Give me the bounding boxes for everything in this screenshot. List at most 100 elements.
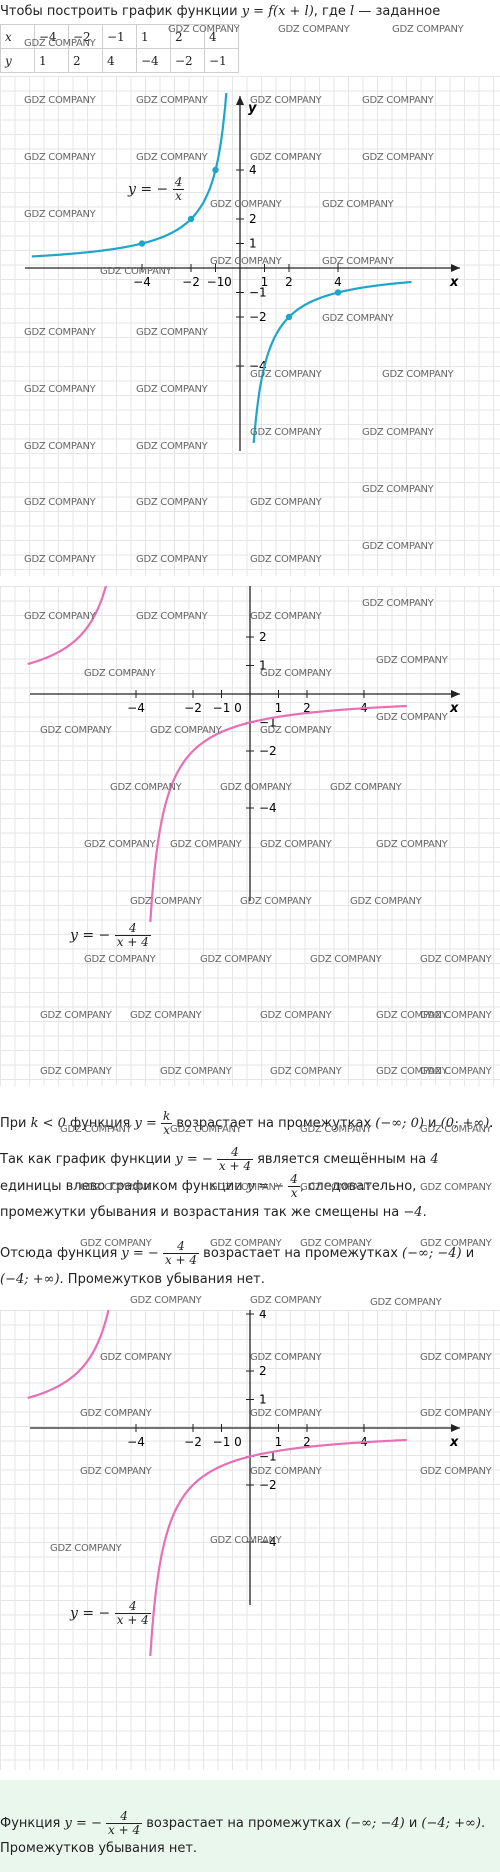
intro-text-3: — заданное — [354, 4, 441, 19]
x-tick-label: 0 — [234, 701, 242, 715]
x-tick-label: −1 — [213, 1435, 231, 1449]
y-tick-label: 4 — [259, 1310, 267, 1321]
table-cell: 4 — [102, 48, 137, 73]
y-tick-label: 2 — [259, 1364, 267, 1378]
y-tick-label: 1 — [259, 1393, 267, 1407]
table-cell: 2 — [170, 24, 205, 49]
table-cell: 1 — [34, 48, 69, 73]
watermark-text: GDZ COMPANY — [250, 1295, 322, 1306]
table-cell: −2 — [170, 48, 205, 73]
math: y = − — [175, 1152, 213, 1167]
data-point — [334, 289, 342, 296]
y-tick-label: −2 — [259, 1478, 277, 1492]
y-tick-label: 1 — [249, 237, 257, 251]
text: и — [423, 1116, 441, 1131]
table-header-x: x — [0, 24, 35, 49]
text: , следовательно, промежутки убывания и в… — [0, 1179, 417, 1220]
table-cell: −2 — [68, 24, 103, 49]
math: −4 — [403, 1205, 423, 1220]
data-point — [187, 215, 195, 223]
y-tick-label: −4 — [249, 359, 267, 373]
data-point — [212, 166, 219, 174]
text: Так как график функции — [0, 1152, 176, 1167]
math: (−∞; −4) — [345, 1816, 405, 1831]
fraction-num: 4 — [114, 922, 151, 936]
fraction-num: 4 — [288, 1172, 300, 1187]
x-tick-label: 0 — [234, 1435, 242, 1449]
y-tick-label: 2 — [259, 630, 267, 644]
y-tick-label: 1 — [259, 659, 267, 673]
text: и — [461, 1246, 475, 1261]
fraction-den: x + 4 — [108, 1823, 141, 1837]
math: (0; +∞) — [440, 1116, 490, 1131]
math: k < 0 — [30, 1116, 66, 1131]
x-tick-label: 1 — [275, 701, 283, 715]
x-axis-label: x — [449, 1435, 459, 1450]
math: (−∞; −4) — [402, 1246, 462, 1261]
table-cell: 1 — [136, 24, 171, 49]
table-cell: −1 — [102, 24, 137, 49]
curve-right-branch — [252, 280, 412, 444]
y-axis-arrow — [236, 96, 244, 105]
curve-right-branch — [149, 704, 407, 923]
y-tick-label: 2 — [249, 212, 257, 226]
x-tick-label: 1 — [275, 1435, 283, 1449]
table-cell: −4 — [136, 48, 171, 73]
x-tick-label: −1 — [207, 275, 225, 289]
text: При — [0, 1116, 31, 1131]
curve-left-branch — [27, 1310, 110, 1400]
x-tick-label: −2 — [184, 701, 202, 715]
function-label-prefix: y = − — [70, 1605, 111, 1622]
y-tick-label: 4 — [249, 163, 257, 177]
math: 4 — [430, 1152, 439, 1167]
intro-line: Чтобы построить график функции y = f(x +… — [0, 3, 500, 21]
intro-formula: y = f(x + l) — [241, 4, 314, 19]
table-row-x: x −4 −2 −1 1 2 4 — [0, 24, 239, 49]
text: возрастает на промежутках — [199, 1246, 403, 1261]
text: . — [422, 1205, 427, 1220]
x-tick-label: −1 — [213, 701, 231, 715]
function-label-prefix: y = − — [128, 181, 169, 198]
text: Функция — [0, 1816, 65, 1831]
fraction-den: x + 4 — [116, 1613, 149, 1627]
x-axis-arrow — [451, 264, 460, 272]
values-table: x −4 −2 −1 1 2 4 y 1 2 4 −4 −2 −1 — [0, 24, 239, 73]
x-tick-label: −4 — [127, 701, 145, 715]
text: . — [489, 1116, 494, 1131]
fraction-den: x — [163, 1123, 171, 1137]
text: является смещённым на — [252, 1152, 431, 1167]
math: y = − — [64, 1816, 102, 1831]
x-axis-label: x — [449, 275, 459, 290]
fraction-den: x — [175, 189, 182, 203]
text: и — [404, 1816, 422, 1831]
x-tick-label: −2 — [184, 1435, 202, 1449]
text: функция — [65, 1116, 135, 1131]
y-tick-label: −1 — [249, 286, 267, 300]
y-tick-label: −2 — [249, 310, 267, 324]
data-point — [138, 240, 146, 247]
watermark-text: GDZ COMPANY — [370, 1297, 442, 1308]
table-row-y: y 1 2 4 −4 −2 −1 — [0, 48, 239, 73]
x-tick-label: 2 — [303, 701, 311, 715]
math: y = − — [121, 1246, 159, 1261]
text: . Промежутков убывания нет. — [59, 1272, 265, 1287]
text: единицы влево графиком функции — [0, 1179, 247, 1194]
x-tick-label: 1 — [261, 275, 269, 289]
y-tick-label: −2 — [259, 744, 277, 758]
fraction-num: 4 — [172, 175, 185, 190]
x-tick-label: 4 — [334, 275, 342, 289]
x-tick-label: 0 — [224, 275, 232, 289]
